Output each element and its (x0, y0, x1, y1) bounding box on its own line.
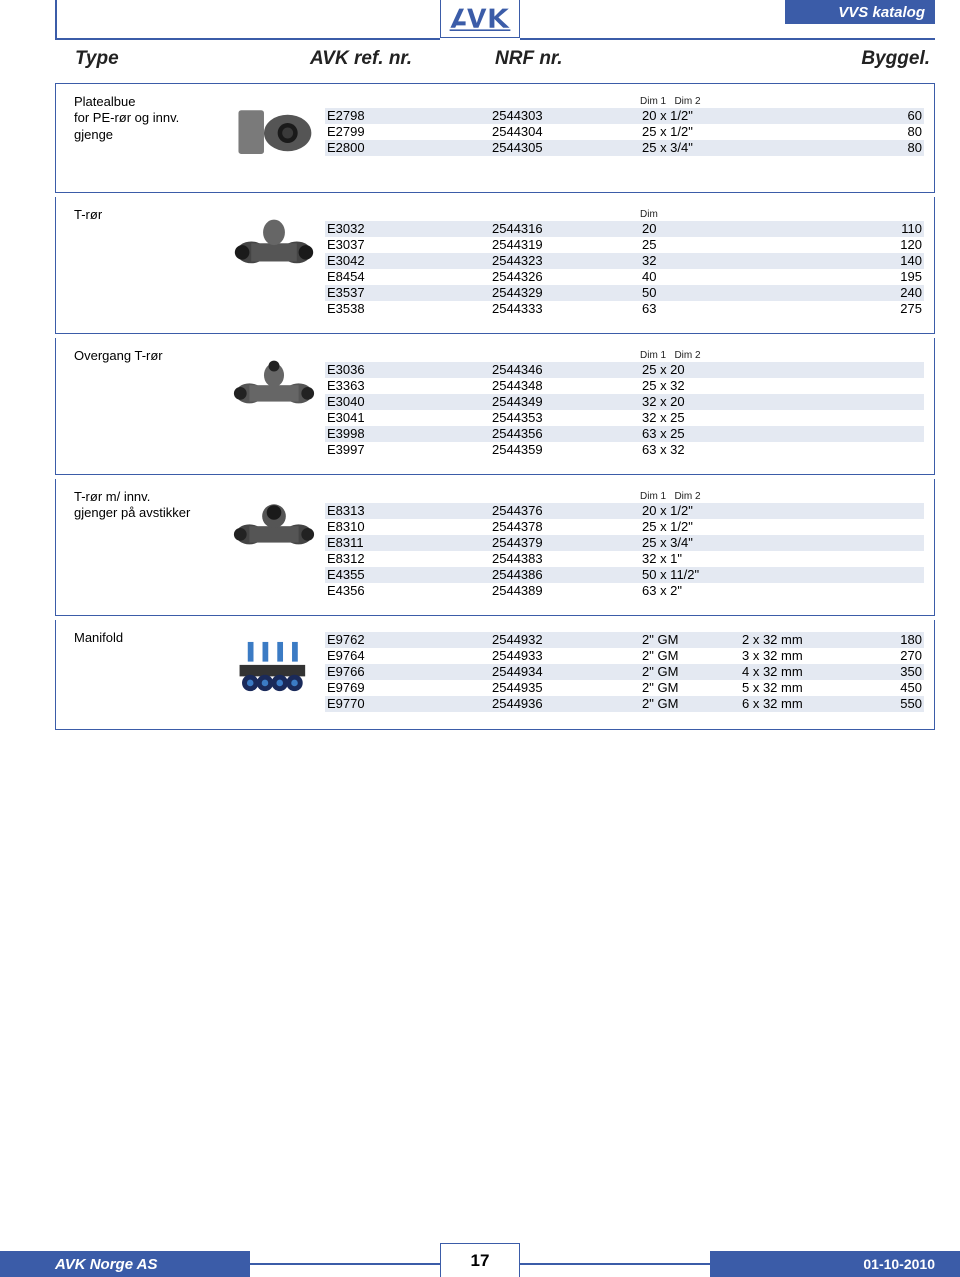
header-nrf: NRF nr. (495, 48, 675, 70)
table-row: E3997254435963 x 32 (325, 442, 924, 458)
table-row: E4355254438650 x 11/2" (325, 567, 924, 583)
type-label: Manifold (74, 628, 229, 646)
product-image (229, 346, 319, 422)
table-row: E2800254430525 x 3/4"80 (325, 140, 924, 156)
header-type: Type (75, 48, 310, 70)
avk-logo-tab (440, 0, 520, 38)
product-table: E976225449322" GM2 x 32 mm180E9764254493… (325, 632, 924, 712)
table-row: E2798254430320 x 1/2"60 (325, 108, 924, 124)
dim-header: Dim 1 Dim 2 (325, 491, 924, 502)
product-table: E2798254430320 x 1/2"60E2799254430425 x … (325, 108, 924, 156)
data-table-wrapper: Dim 1 Dim 2E3036254434625 x 20E336325443… (319, 346, 924, 458)
border-line (55, 38, 935, 41)
table-row: E976625449342" GM4 x 32 mm350 (325, 664, 924, 680)
product-table: E8313254437620 x 1/2"E8310254437825 x 1/… (325, 503, 924, 599)
table-row: E2799254430425 x 1/2"80 (325, 124, 924, 140)
data-table-wrapper: Dim 1 Dim 2E8313254437620 x 1/2"E8310254… (319, 487, 924, 599)
table-row: E3032254431620110 (325, 221, 924, 237)
table-row: E3363254434825 x 32 (325, 378, 924, 394)
table-row: E976925449352" GM5 x 32 mm450 (325, 680, 924, 696)
table-row: E3037254431925120 (325, 237, 924, 253)
data-table-wrapper: E976225449322" GM2 x 32 mm180E9764254493… (319, 628, 924, 712)
product-table: E3036254434625 x 20E3363254434825 x 32E3… (325, 362, 924, 458)
vvs-katalog-tab: VVS katalog (785, 0, 935, 24)
dim-header: Dim (325, 209, 924, 220)
product-panel: ManifoldE976225449322" GM2 x 32 mm180E97… (55, 620, 935, 730)
product-panel: T-rør DimE3032254431620110E30372544319251… (55, 197, 935, 334)
footer-line (520, 1263, 710, 1265)
content-area: Platealbuefor PE-rør og innv.gjenge Dim 1… (0, 78, 960, 730)
type-label: Platealbuefor PE-rør og innv.gjenge (74, 92, 229, 143)
table-row: E4356254438963 x 2" (325, 583, 924, 599)
table-row: E8310254437825 x 1/2" (325, 519, 924, 535)
product-panel: T-rør m/ innv.gjenger på avstikker Dim 1 … (55, 479, 935, 616)
footer-line (250, 1263, 440, 1265)
data-table-wrapper: Dim 1 Dim 2E2798254430320 x 1/2"60E27992… (319, 92, 924, 156)
border-stub (55, 0, 57, 38)
product-image (229, 92, 319, 168)
product-image (229, 487, 319, 563)
type-label: T-rør (74, 205, 229, 223)
dim-header: Dim 1 Dim 2 (325, 96, 924, 107)
table-row: E8311254437925 x 3/4" (325, 535, 924, 551)
table-row: E3040254434932 x 20 (325, 394, 924, 410)
avk-logo-icon (448, 5, 512, 33)
product-table: E3032254431620110E3037254431925120E30422… (325, 221, 924, 317)
footer-page-number: 17 (440, 1243, 520, 1277)
product-panel: Platealbuefor PE-rør og innv.gjenge Dim 1… (55, 83, 935, 193)
table-row: E3036254434625 x 20 (325, 362, 924, 378)
footer-company: AVK Norge AS (0, 1251, 250, 1277)
table-row: E3041254435332 x 25 (325, 410, 924, 426)
top-bar: VVS katalog (0, 0, 960, 40)
data-table-wrapper: DimE3032254431620110E3037254431925120E30… (319, 205, 924, 317)
product-image (229, 205, 319, 281)
page-footer: AVK Norge AS 17 01-10-2010 (0, 1247, 960, 1277)
table-row: E976225449322" GM2 x 32 mm180 (325, 632, 924, 648)
header-bygg: Byggel. (675, 48, 935, 70)
dim-header: Dim 1 Dim 2 (325, 350, 924, 361)
catalog-page: VVS katalog Type AVK ref. nr. NRF nr. By… (0, 0, 960, 1277)
table-row: E976425449332" GM3 x 32 mm270 (325, 648, 924, 664)
type-label: T-rør m/ innv.gjenger på avstikker (74, 487, 229, 522)
header-ref: AVK ref. nr. (310, 48, 495, 70)
table-row: E3538254433363275 (325, 301, 924, 317)
table-row: E8312254438332 x 1" (325, 551, 924, 567)
table-row: E3042254432332140 (325, 253, 924, 269)
table-row: E8313254437620 x 1/2" (325, 503, 924, 519)
footer-date: 01-10-2010 (710, 1251, 960, 1277)
table-row: E8454254432640195 (325, 269, 924, 285)
column-header-row: Type AVK ref. nr. NRF nr. Byggel. (0, 40, 960, 78)
product-panel: Overgang T-rør Dim 1 Dim 2E3036254434625 … (55, 338, 935, 475)
type-label: Overgang T-rør (74, 346, 229, 364)
product-image (229, 628, 319, 704)
table-row: E3998254435663 x 25 (325, 426, 924, 442)
table-row: E977025449362" GM6 x 32 mm550 (325, 696, 924, 712)
table-row: E3537254432950240 (325, 285, 924, 301)
